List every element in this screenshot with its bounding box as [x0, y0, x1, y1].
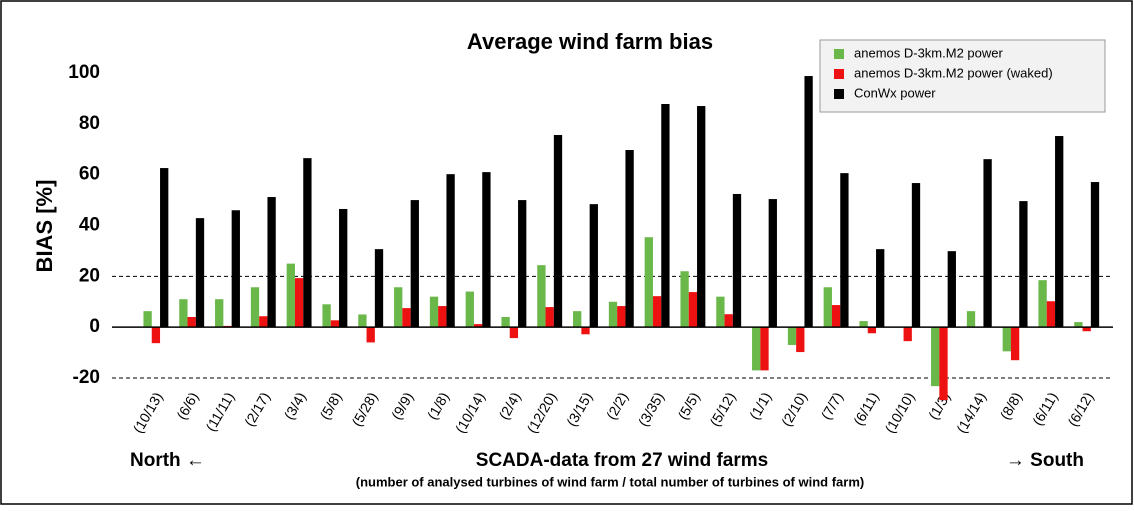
bar: [931, 327, 940, 387]
bar: [438, 306, 447, 328]
bar: [688, 292, 698, 328]
bar: [903, 327, 912, 342]
bar: [652, 296, 662, 328]
bar: [267, 197, 276, 328]
bar: [179, 299, 188, 328]
bar: [796, 327, 805, 353]
bar: [482, 172, 491, 328]
bar: [840, 173, 849, 328]
bar: [429, 296, 439, 328]
bar: [473, 324, 483, 328]
bar: [509, 327, 519, 339]
bar: [545, 307, 554, 328]
bar: [322, 304, 331, 328]
bar: [581, 327, 590, 335]
bar: [752, 327, 761, 371]
bar: [303, 158, 312, 328]
legend-label: anemos D-3km.M2 power: [854, 45, 1003, 60]
bar: [215, 299, 224, 328]
bar: [339, 208, 348, 328]
bar: [143, 311, 152, 328]
bar: [983, 159, 992, 328]
bar: [831, 305, 841, 328]
bar: [1038, 280, 1047, 328]
bar: [286, 263, 295, 328]
legend-label: anemos D-3km.M2 power (waked): [854, 65, 1053, 80]
bar: [501, 317, 510, 328]
bar: [374, 249, 384, 328]
bar: [410, 200, 419, 328]
bar: [259, 316, 268, 328]
bar: [330, 320, 340, 328]
bar: [823, 287, 832, 328]
bar: [1046, 301, 1056, 328]
legend-box: [819, 39, 1106, 113]
bar: [608, 301, 618, 328]
y-tick-label: 40: [79, 215, 100, 236]
bar: [947, 251, 956, 328]
bar: [804, 76, 813, 328]
bar: [697, 106, 706, 328]
bar: [366, 327, 375, 343]
bar: [195, 218, 205, 328]
y-tick-label: -20: [73, 367, 100, 388]
y-tick-label: 80: [79, 113, 100, 134]
bar: [1019, 201, 1028, 328]
legend-swatch: [834, 49, 844, 59]
bar: [644, 237, 653, 328]
legend-swatch: [834, 69, 844, 79]
y-tick-label: 0: [89, 316, 100, 337]
bar: [250, 287, 260, 328]
bar: [617, 306, 626, 328]
bar: [518, 200, 527, 328]
bar: [724, 314, 733, 328]
bar: [859, 321, 868, 328]
x-axis-sublabel: (number of analysed turbines of wind far…: [356, 474, 864, 489]
bar: [394, 287, 403, 328]
bar: [402, 308, 411, 328]
bar: [939, 327, 948, 401]
bar: [537, 265, 546, 328]
left-note: North ←: [130, 450, 205, 471]
bar: [966, 311, 976, 328]
bar: [553, 135, 563, 328]
bar: [732, 193, 742, 328]
bar: [661, 104, 670, 328]
y-axis-label: BIAS [%]: [32, 180, 57, 273]
bar: [151, 327, 161, 344]
bar: [160, 168, 169, 328]
bar: [358, 314, 367, 328]
bar: [1082, 327, 1091, 332]
bar: [1055, 136, 1064, 328]
bar: [867, 327, 877, 334]
bar: [760, 327, 769, 371]
bar: [680, 271, 689, 328]
bar: [876, 249, 885, 328]
bar: [1010, 327, 1020, 361]
x-axis-label: SCADA-data from 27 wind farms: [476, 450, 768, 471]
bar: [1002, 327, 1011, 352]
bar: [465, 291, 474, 328]
bar: [911, 183, 921, 328]
bar: [787, 327, 797, 345]
y-tick-label: 100: [68, 62, 100, 83]
legend-swatch: [834, 89, 844, 99]
bar: [446, 174, 455, 328]
bar: [768, 199, 777, 328]
bar: [231, 210, 240, 328]
y-tick-label: 20: [79, 265, 100, 286]
bar: [1090, 182, 1100, 328]
legend-label: ConWx power: [854, 85, 936, 100]
bar: [294, 278, 304, 328]
bar: [589, 204, 598, 328]
bar: [187, 317, 196, 328]
chart-title: Average wind farm bias: [467, 29, 713, 54]
y-tick-label: 60: [79, 164, 100, 185]
bar: [716, 296, 725, 328]
bar: [573, 311, 582, 328]
bar: [1074, 322, 1083, 328]
bar: [625, 150, 634, 328]
right-note: → South: [1006, 450, 1084, 471]
